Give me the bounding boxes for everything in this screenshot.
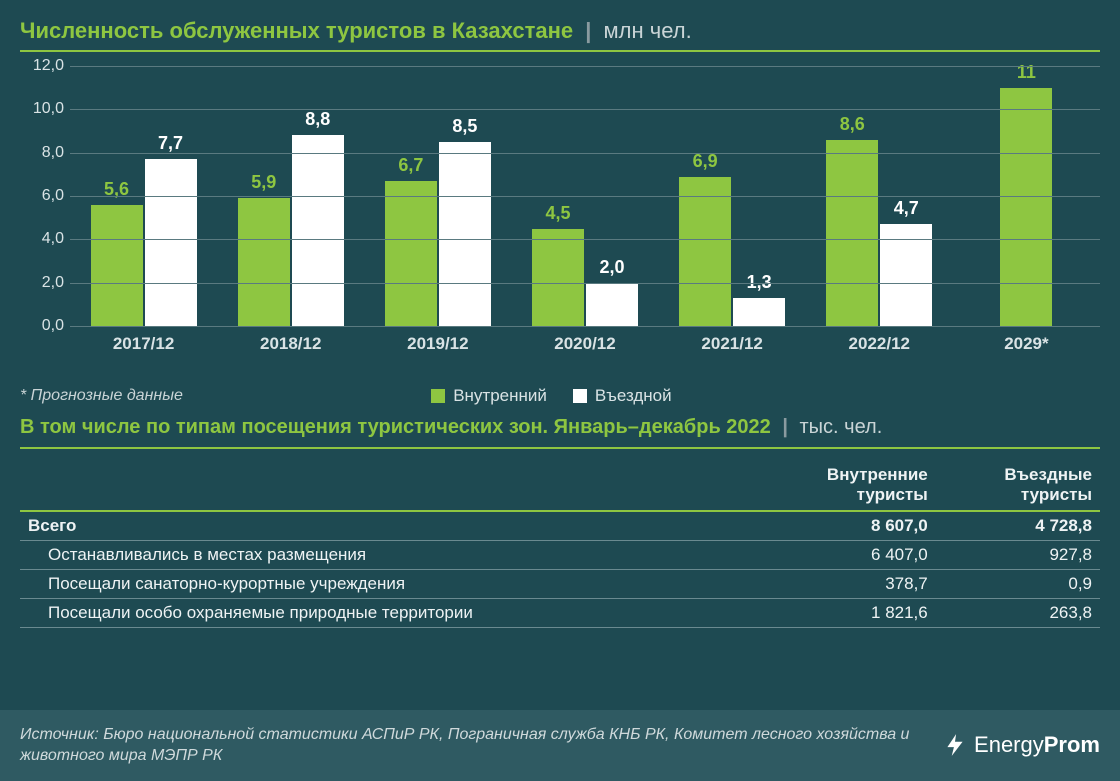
gridline: [70, 109, 1100, 110]
gridline: [70, 239, 1100, 240]
row-label: Посещали особо охраняемые природные терр…: [20, 598, 751, 627]
gridline: [70, 196, 1100, 197]
y-tick-label: 4,0: [20, 230, 64, 248]
y-tick-label: 10,0: [20, 100, 64, 118]
data-table: Внутренние туристы Въездные туристы Всег…: [20, 459, 1100, 628]
logo-text-bold: Prom: [1044, 732, 1100, 757]
bar-inbound: 8,5: [439, 142, 491, 326]
bar-inbound: 7,7: [145, 159, 197, 326]
table-title-rule: [20, 447, 1100, 449]
table-title: В том числе по типам посещения туристиче…: [20, 416, 771, 438]
bar-domestic: 5,6: [91, 205, 143, 326]
y-tick-label: 12,0: [20, 57, 64, 75]
bar-chart: 5,67,75,98,86,78,54,52,06,91,38,64,711 0…: [20, 66, 1100, 376]
y-tick-label: 6,0: [20, 187, 64, 205]
x-tick-label: 2017/12: [70, 334, 217, 354]
bar-value-label: 8,6: [840, 114, 865, 135]
cell-domestic: 1 821,6: [751, 598, 936, 627]
bar-value-label: 4,5: [545, 203, 570, 224]
table-header-row: Внутренние туристы Въездные туристы: [20, 459, 1100, 511]
gridline: [70, 326, 1100, 327]
bar-value-label: 4,7: [894, 198, 919, 219]
forecast-note: * Прогнозные данные: [20, 387, 183, 405]
legend-swatch-green: [431, 389, 445, 403]
y-tick-label: 0,0: [20, 317, 64, 335]
legend-item-domestic: Внутренний: [431, 386, 547, 406]
table-title-row: В том числе по типам посещения туристиче…: [20, 416, 1100, 439]
table-header-inbound: Въездные туристы: [936, 459, 1100, 511]
chart-title: Численность обслуженных туристов в Казах…: [20, 18, 573, 43]
title-separator: |: [579, 18, 597, 43]
bar-value-label: 7,7: [158, 133, 183, 154]
table-header-domestic: Внутренние туристы: [751, 459, 936, 511]
legend-row: * Прогнозные данные Внутренний Въездной: [20, 386, 1100, 406]
gridline: [70, 283, 1100, 284]
bar-inbound: 8,8: [292, 135, 344, 326]
x-tick-label: 2029*: [953, 334, 1100, 354]
table-row: Всего8 607,04 728,8: [20, 511, 1100, 541]
bar-domestic: 5,9: [238, 198, 290, 326]
bar-domestic: 6,9: [679, 177, 731, 327]
bar-inbound: 2,0: [586, 283, 638, 326]
x-axis-labels: 2017/122018/122019/122020/122021/122022/…: [70, 334, 1100, 354]
y-tick-label: 2,0: [20, 274, 64, 292]
legend-item-inbound: Въездной: [573, 386, 672, 406]
logo-icon: [942, 732, 968, 758]
y-tick-label: 8,0: [20, 144, 64, 162]
title-separator: |: [776, 416, 794, 438]
title-rule: [20, 50, 1100, 52]
gridline: [70, 153, 1100, 154]
cell-domestic: 8 607,0: [751, 511, 936, 541]
logo-text-pre: Energy: [974, 732, 1044, 757]
source-text: Источник: Бюро национальной статистики А…: [20, 724, 942, 767]
cell-inbound: 263,8: [936, 598, 1100, 627]
chart-unit: млн чел.: [604, 18, 692, 43]
footer: Источник: Бюро национальной статистики А…: [0, 710, 1120, 781]
bar-domestic: 6,7: [385, 181, 437, 326]
bar-domestic: 8,6: [826, 140, 878, 326]
bar-value-label: 11: [1017, 62, 1036, 83]
energyprom-logo: EnergyProm: [942, 732, 1100, 758]
row-label: Посещали санаторно-курортные учреждения: [20, 569, 751, 598]
row-label: Останавливались в местах размещения: [20, 540, 751, 569]
legend-label-inbound: Въездной: [595, 386, 672, 406]
gridline: [70, 66, 1100, 67]
bar-value-label: 8,5: [452, 116, 477, 137]
chart-title-row: Численность обслуженных туристов в Казах…: [20, 18, 1100, 44]
x-tick-label: 2021/12: [659, 334, 806, 354]
x-tick-label: 2019/12: [364, 334, 511, 354]
row-label: Всего: [20, 511, 751, 541]
table-row: Посещали особо охраняемые природные терр…: [20, 598, 1100, 627]
cell-inbound: 0,9: [936, 569, 1100, 598]
cell-domestic: 6 407,0: [751, 540, 936, 569]
cell-inbound: 927,8: [936, 540, 1100, 569]
cell-domestic: 378,7: [751, 569, 936, 598]
bar-value-label: 8,8: [305, 109, 330, 130]
bar-value-label: 2,0: [599, 257, 624, 278]
legend-label-domestic: Внутренний: [453, 386, 547, 406]
x-tick-label: 2020/12: [511, 334, 658, 354]
plot-area: 5,67,75,98,86,78,54,52,06,91,38,64,711 0…: [70, 66, 1100, 326]
bar-domestic: 11: [1000, 88, 1052, 326]
table-row: Посещали санаторно-курортные учреждения3…: [20, 569, 1100, 598]
cell-inbound: 4 728,8: [936, 511, 1100, 541]
bar-domestic: 4,5: [532, 229, 584, 327]
table-unit: тыс. чел.: [800, 416, 883, 438]
x-tick-label: 2022/12: [806, 334, 953, 354]
bar-value-label: 6,7: [398, 155, 423, 176]
table-header-empty: [20, 459, 751, 511]
legend-swatch-white: [573, 389, 587, 403]
legend: Внутренний Въездной: [183, 386, 920, 406]
table-row: Останавливались в местах размещения6 407…: [20, 540, 1100, 569]
infographic-container: Численность обслуженных туристов в Казах…: [0, 0, 1120, 781]
x-tick-label: 2018/12: [217, 334, 364, 354]
bar-value-label: 5,9: [251, 172, 276, 193]
bar-inbound: 1,3: [733, 298, 785, 326]
